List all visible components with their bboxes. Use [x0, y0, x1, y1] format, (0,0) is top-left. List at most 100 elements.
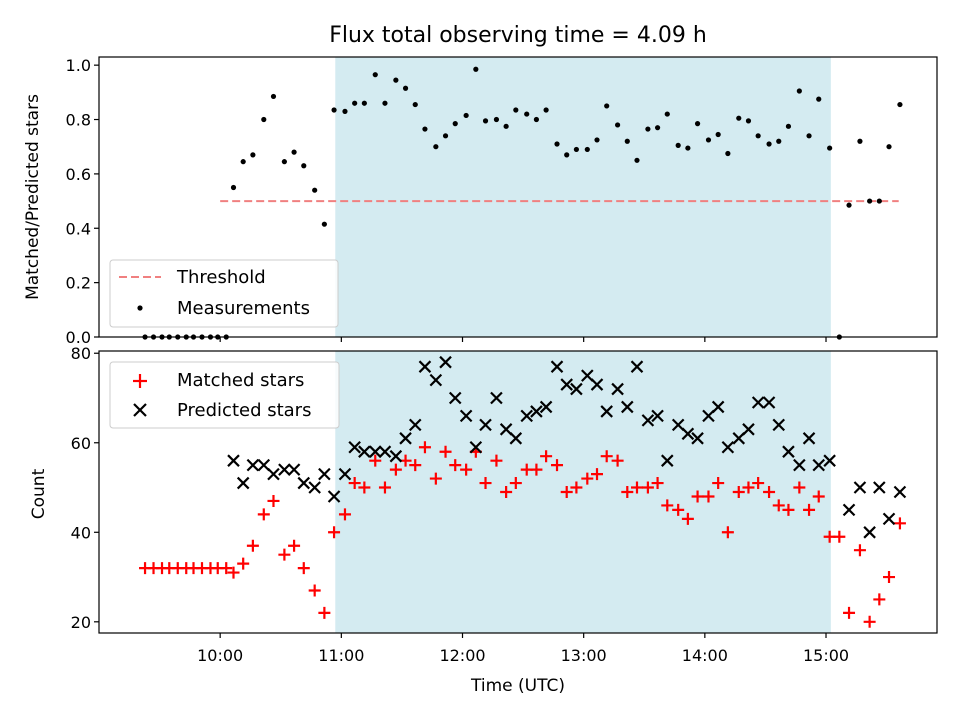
- measurement-point: [816, 96, 822, 102]
- count-legend-box: [109, 361, 340, 429]
- measurement-point: [736, 115, 742, 121]
- legend-matched-label: Matched stars: [177, 370, 304, 391]
- measurement-point: [270, 93, 277, 100]
- matched-star-point: [893, 517, 906, 530]
- matched-star-point: [702, 490, 715, 503]
- predicted-star-point: [539, 400, 553, 414]
- matched-star-point: [378, 481, 391, 494]
- y-tick-label: 60: [71, 434, 91, 453]
- matched-star-point: [651, 477, 664, 490]
- x-tick-label: 14:00: [682, 646, 728, 665]
- measurement-point: [897, 101, 903, 108]
- matched-star-point: [220, 562, 233, 575]
- measurement-point: [261, 116, 267, 123]
- measurement-point: [240, 159, 246, 165]
- matched-star-point: [246, 539, 259, 552]
- matched-star-point: [318, 606, 331, 619]
- measurement-point: [554, 141, 560, 147]
- matched-star-point: [772, 499, 785, 512]
- predicted-star-point: [611, 382, 624, 396]
- matched-star-point: [661, 499, 674, 512]
- ratio-x-ticks: [219, 337, 827, 342]
- measurement-point: [412, 101, 418, 108]
- measurement-point: [725, 150, 731, 157]
- matched-star-point: [409, 459, 422, 472]
- predicted-star-point: [853, 481, 867, 494]
- measurement-point: [796, 88, 802, 94]
- predicted-star-point: [641, 414, 655, 427]
- matched-star-point: [267, 494, 280, 507]
- ratio-y-ticks: 0.0 0.2 0.4 0.6 0.8 1.0: [66, 56, 99, 347]
- measurement-point: [634, 157, 640, 163]
- predicted-star-point: [842, 503, 856, 517]
- predicted-star-point: [448, 391, 462, 405]
- matched-star-point: [611, 454, 624, 467]
- predicted-star-point: [297, 476, 311, 490]
- predicted-star-point: [509, 432, 523, 445]
- matched-star-point: [308, 584, 321, 597]
- matched-star-point: [237, 557, 250, 570]
- measurement-point: [806, 133, 812, 139]
- ratio-legend-box: [109, 259, 339, 328]
- matched-star-point: [793, 481, 806, 494]
- measurement-point: [372, 72, 378, 78]
- measurement-point: [281, 159, 287, 165]
- matched-star-point: [581, 472, 594, 485]
- predicted-star-point: [267, 467, 280, 481]
- measurement-point: [291, 149, 297, 155]
- predicted-star-point: [661, 454, 674, 467]
- predicted-star-point: [581, 369, 594, 382]
- predicted-star-point: [621, 400, 634, 414]
- matched-star-point: [500, 486, 513, 498]
- matched-star-point: [540, 450, 553, 463]
- measurement-point: [361, 100, 367, 106]
- matched-star-point: [621, 486, 634, 498]
- matched-star-point: [812, 490, 825, 503]
- predicted-star-point: [358, 445, 371, 458]
- measurement-point: [422, 126, 428, 132]
- predicted-star-point: [873, 481, 886, 494]
- observing-window-shade: [335, 57, 831, 337]
- matched-star-point: [833, 530, 846, 543]
- matched-star-point: [439, 445, 452, 458]
- measurement-point: [533, 116, 540, 123]
- predicted-star-point: [389, 449, 403, 463]
- chart-title: Flux total observing time = 4.09 h: [329, 23, 707, 48]
- count-legend: Matched stars Predicted stars: [109, 361, 340, 429]
- predicted-star-point: [479, 418, 492, 432]
- predicted-star-point: [236, 476, 250, 490]
- count-points: [139, 355, 907, 628]
- measurement-point: [301, 163, 307, 169]
- count-y-axis-label: Count: [29, 468, 49, 519]
- x-tick-label: 12:00: [439, 646, 485, 665]
- y-tick-label: 1.0: [66, 56, 91, 75]
- matched-star-point: [873, 593, 886, 606]
- measurement-point: [382, 100, 388, 106]
- matched-star-point: [691, 490, 704, 503]
- x-tick-label: 15:00: [803, 646, 849, 665]
- predicted-star-point: [459, 409, 473, 423]
- predicted-star-point: [499, 423, 513, 436]
- matched-star-point: [278, 548, 291, 561]
- matched-star-point: [600, 450, 613, 463]
- y-tick-label: 80: [71, 344, 91, 363]
- y-tick-label: 20: [71, 613, 91, 632]
- predicted-star-point: [550, 360, 564, 373]
- measurement-point: [342, 108, 348, 114]
- predicted-star-point: [772, 418, 786, 432]
- measurement-point: [473, 66, 479, 72]
- legend-threshold-label: Threshold: [176, 267, 266, 288]
- matched-star-point: [551, 459, 564, 472]
- measurement-point: [573, 146, 580, 153]
- legend-measurements-label: Measurements: [177, 298, 310, 319]
- measurement-point: [250, 152, 256, 158]
- predicted-star-point: [378, 445, 392, 458]
- predicted-star-point: [439, 355, 452, 369]
- legend-predicted-swatch: [133, 403, 147, 417]
- y-tick-label: 0.6: [66, 165, 91, 184]
- measurement-point: [685, 145, 691, 151]
- measurement-point: [564, 152, 570, 158]
- matched-star-point: [591, 468, 604, 481]
- measurement-point: [867, 198, 873, 204]
